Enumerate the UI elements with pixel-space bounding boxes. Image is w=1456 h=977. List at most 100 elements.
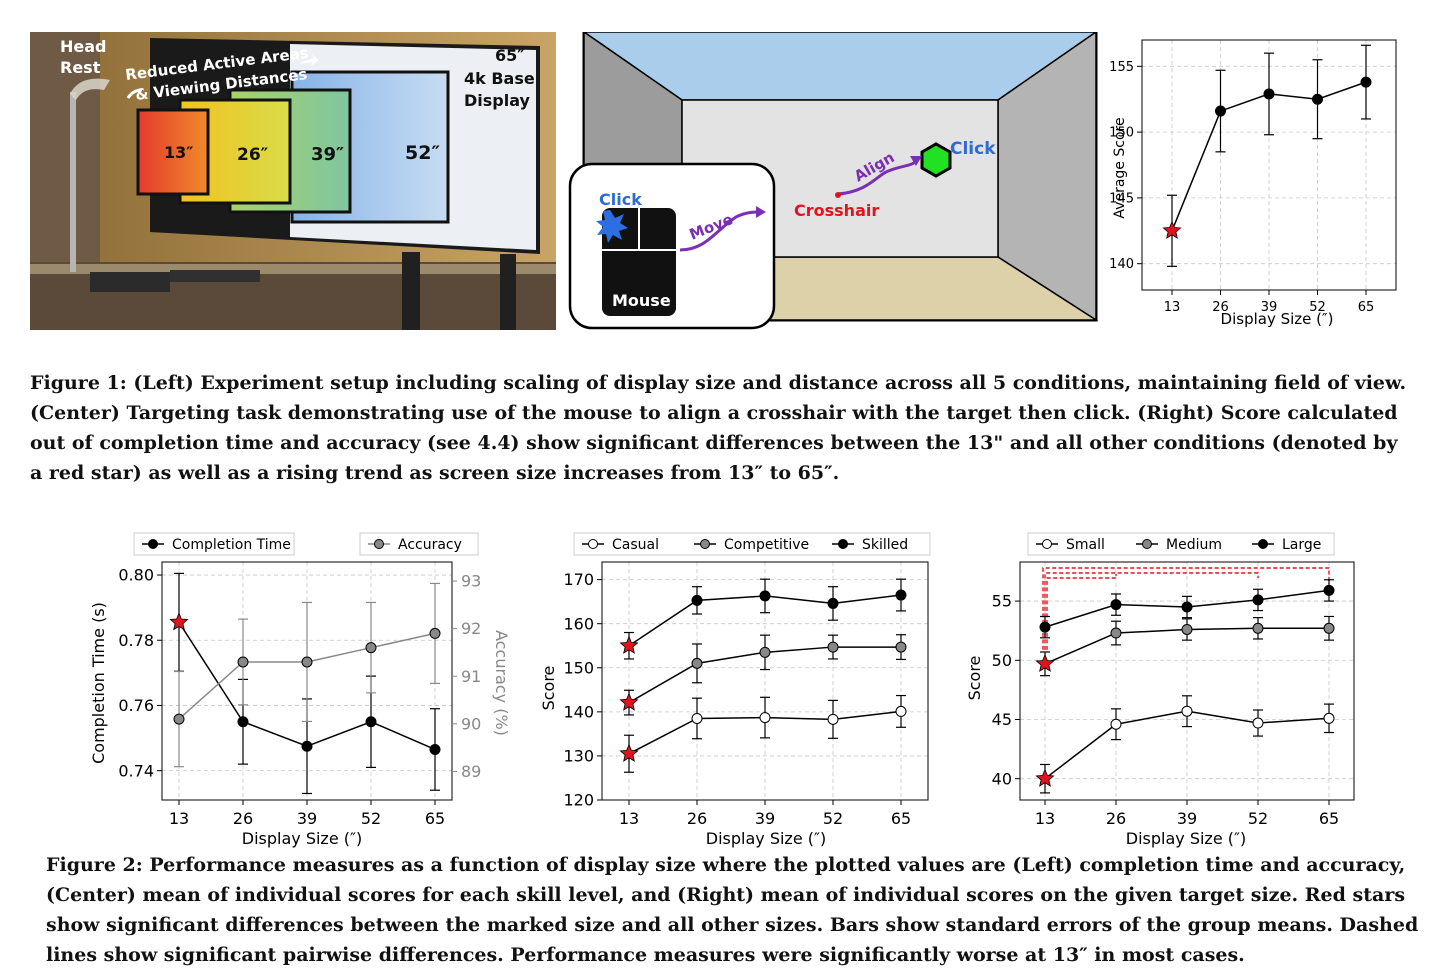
pairwise-bracket [1046,574,1117,650]
y-tick-label: 50 [992,651,1012,670]
photo-label-head-rest: Rest [60,58,101,77]
ylabel-completion-time: Completion Time (s) [89,602,108,764]
caption-line: (Center) Targeting task demonstrating us… [30,402,1398,424]
photo-label-4k-base: 4k Base [464,69,535,88]
x-tick-label: 52 [823,809,843,828]
legend-entry: Skilled [832,537,908,553]
data-point [1110,718,1122,730]
pairwise-bracket [1044,572,1259,650]
legend-marker [838,539,848,549]
caption-line: Figure 1: (Left) Experiment setup includ… [30,372,1407,394]
data-point [429,743,441,755]
targeting-task-diagram: Click Align Crosshair Click Mouse Move [568,32,1099,330]
data-point [759,590,771,602]
y-right-tick-label: 89 [461,762,481,781]
y-tick-label: 120 [563,791,594,810]
data-point [1181,601,1193,613]
data-point [1360,76,1372,88]
y-tick-label: 150 [1109,126,1134,141]
significance-star [619,635,639,654]
y-tick-label: 0.80 [118,566,154,585]
caption-line: a red star) as well as a rising trend as… [30,462,840,484]
data-point [237,716,249,728]
photo-label-39: 39″ [311,144,344,165]
photo-label-head-rest: Head [60,37,107,56]
x-tick-label: 13 [1164,300,1181,315]
y-tick-label: 150 [563,658,594,677]
photo-label-65: 65″ [495,46,524,65]
data-point [1215,105,1226,117]
caption-line: Figure 2: Performance measures as a func… [46,854,1406,876]
legend-marker [148,539,158,549]
y-right-tick-label: 92 [461,619,481,638]
significance-star [169,612,189,631]
data-point [691,712,703,724]
legend-box [1027,532,1335,556]
xlabel-display-size: Display Size (″) [1126,829,1246,848]
data-point [429,627,441,639]
data-point [759,712,771,724]
legend-entry: Small [1027,532,1335,556]
legend-label: Large [1282,537,1321,553]
x-tick-label: 39 [1177,809,1197,828]
data-point [895,705,907,717]
legend-label: Competitive [724,537,809,553]
average-score-chart: Average Score Display Size (″) 140 145 150… [1109,39,1397,328]
photo-label-display: Display [464,91,531,110]
data-point [1312,93,1323,105]
label-click-target: Click [950,139,996,159]
x-tick-label: 26 [687,809,707,828]
x-tick-label: 65 [425,809,445,828]
legend-entry: Accuracy [359,532,479,556]
ylabel-score: Score [540,666,558,711]
xlabel-display-size: Display Size (″) [242,829,362,848]
xlabel-display-size: Display Size (″) [1221,310,1334,328]
figure1-caption: Figure 1: (Left) Experiment setup includ… [30,368,1440,488]
data-point [691,594,703,606]
data-point [1252,594,1264,606]
ylabel-score: Score [966,656,984,701]
y-tick-label: 0.76 [118,696,154,715]
caption-line: (Center) mean of individual scores for e… [46,884,1406,906]
photo-label-13: 13″ [164,143,193,162]
click-burst-icon [596,210,628,243]
data-point [365,642,377,654]
pairwise-bracket [1042,567,1330,650]
x-tick-label: 52 [361,809,381,828]
photo-label-52: 52″ [405,142,440,164]
significance-star [619,743,639,762]
y-right-tick-label: 90 [461,714,481,733]
x-tick-label: 39 [297,809,317,828]
legend-label: Accuracy [398,537,462,553]
legend-marker [1142,539,1152,549]
data-point [895,589,907,601]
y-tick-label: 145 [1109,191,1134,206]
legend-entry: Casual [573,532,931,556]
data-point [1323,584,1335,596]
significance-star [1035,768,1055,787]
setup-photo: Head Rest Reduced Active Areas & Viewing… [30,32,556,330]
legend-box [359,532,479,556]
significance-star [1035,653,1055,672]
xlabel-display-size: Display Size (″) [706,829,826,848]
y-tick-label: 140 [1109,257,1134,272]
x-tick-label: 65 [891,809,911,828]
y-right-tick-label: 91 [461,667,481,686]
mouse-icon [602,208,676,316]
skill-level-score-chart: Score Display Size (″) 120 130 140 150 160 17… [540,532,931,848]
data-point [1110,599,1122,611]
y-tick-label: 140 [563,702,594,721]
data-point [301,740,313,752]
x-tick-label: 52 [1248,809,1268,828]
data-point [1252,622,1264,634]
y-right-tick-label: 93 [461,572,481,591]
target-hexagon [920,142,952,178]
data-point [173,713,185,725]
caption-line: show significant differences between the… [46,914,1419,936]
y-tick-label: 45 [992,710,1012,729]
legend-label: Skilled [862,537,908,553]
data-point [759,646,771,658]
caption-line: out of completion time and accuracy (see… [30,432,1398,454]
x-tick-label: 26 [1212,300,1229,315]
legend-marker [1042,539,1052,549]
